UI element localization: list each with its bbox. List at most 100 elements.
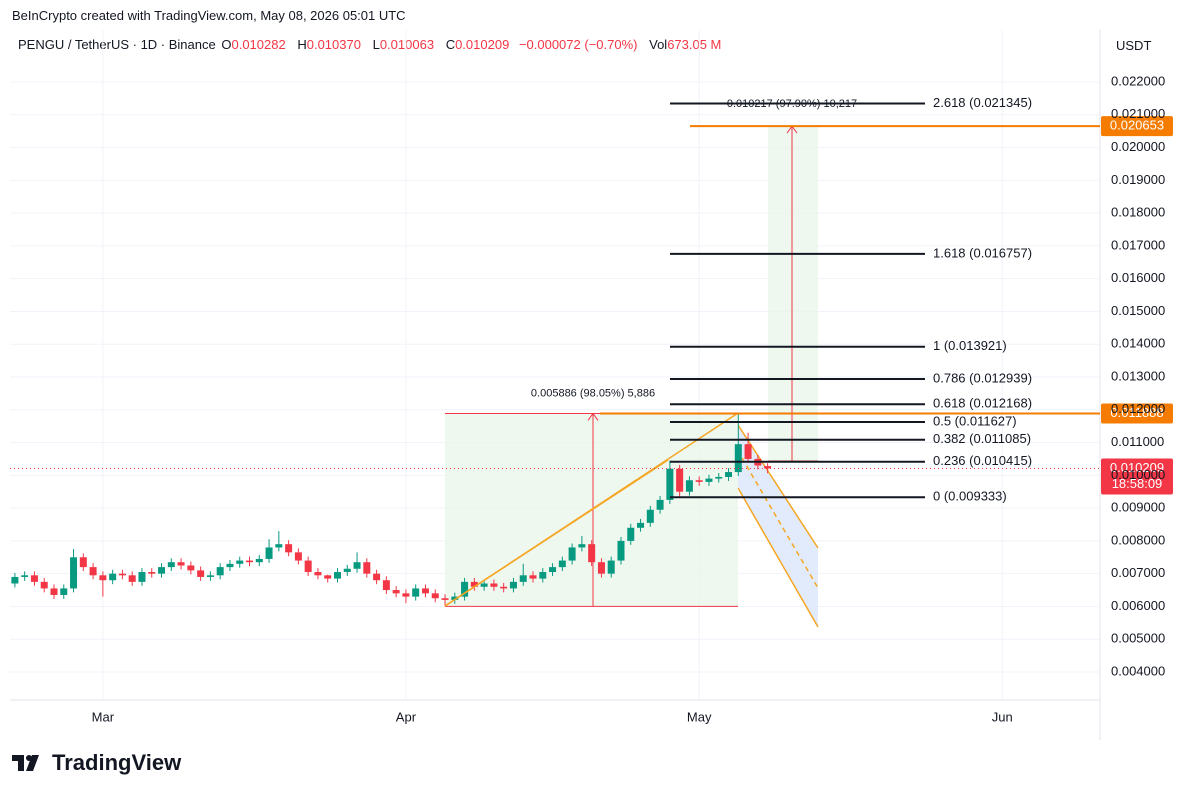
y-tick-label: 0.010000 [1111, 467, 1165, 482]
ohlc-key: H [297, 37, 307, 52]
candle-body [89, 567, 97, 576]
fib-label: 2.618 (0.021345) [933, 95, 1032, 110]
ohlc-key: L [372, 37, 380, 52]
candle-body [11, 576, 19, 584]
candle-body [343, 568, 351, 573]
candle-body [578, 544, 586, 548]
candle-body [646, 509, 654, 523]
candle-body [412, 588, 420, 597]
channel-mid [741, 457, 819, 589]
candle-body [588, 544, 596, 563]
candle-body [50, 588, 58, 595]
volume-key: Vol [649, 37, 668, 52]
y-tick-label: 0.011000 [1111, 434, 1164, 449]
ohlc-value: 0.010063 [379, 37, 435, 52]
ohlc-value: 0.010282 [231, 37, 286, 52]
candle-body [167, 562, 175, 568]
candle-body [118, 573, 126, 576]
candle-body [539, 572, 547, 579]
candle-body [246, 560, 254, 563]
y-tick-label: 0.012000 [1111, 401, 1165, 416]
candle-body [441, 598, 449, 600]
y-tick-label: 0.016000 [1111, 270, 1165, 285]
countdown: 18:58:09 [1112, 476, 1163, 491]
candle-body [480, 583, 488, 587]
candle-body [265, 547, 273, 559]
candle-body [363, 562, 371, 574]
fib-label: 0.5 (0.011627) [933, 413, 1017, 428]
ohlc-value: 0.010370 [306, 37, 361, 52]
wedge-line [444, 459, 669, 607]
candle-body [255, 558, 263, 563]
candle-body [158, 567, 166, 574]
candle-body [744, 444, 752, 459]
candle-body [324, 575, 332, 579]
candle-body [705, 478, 713, 482]
y-tick-label: 0.018000 [1111, 205, 1165, 220]
logo-text: TradingView [52, 750, 182, 775]
fib-label: 1 (0.013921) [933, 338, 1007, 353]
ohlc-key: C [445, 37, 456, 52]
candle-body [734, 444, 742, 473]
candle-body [285, 544, 293, 553]
price-tag-label: 0.020653 [1110, 118, 1164, 133]
candle-body [597, 562, 605, 574]
y-tick-label: 0.019000 [1111, 172, 1165, 187]
volume: 673.05 M [667, 37, 722, 52]
candle-body [138, 572, 146, 582]
candle-body [392, 590, 400, 594]
candle-body [60, 588, 68, 595]
candle-body [725, 472, 733, 477]
candle-body [764, 466, 772, 469]
chart: 0.005886 (98.05%) 5,8860.010217 (97.90%)… [10, 30, 1173, 740]
candle-body [568, 547, 576, 561]
fib-label: 1.618 (0.016757) [933, 245, 1032, 260]
candle-body [109, 573, 117, 581]
candle-body [509, 581, 517, 589]
candle-body [226, 563, 234, 568]
candle-body [353, 562, 361, 569]
fib-label: 0.236 (0.010415) [933, 453, 1032, 468]
symbol: PENGU / TetherUS · 1D · Binance [18, 37, 216, 52]
candle-body [304, 560, 312, 573]
y-tick-label: 0.006000 [1111, 598, 1165, 613]
y-tick-label: 0.007000 [1111, 565, 1165, 580]
measure-label: 0.005886 (98.05%) 5,886 [531, 387, 655, 399]
y-tick-label: 0.021000 [1111, 106, 1165, 121]
candle-body [519, 575, 527, 582]
y-tick-label: 0.004000 [1111, 663, 1165, 678]
y-tick-label: 0.015000 [1111, 303, 1165, 318]
fib-label: 0.618 (0.012168) [933, 396, 1032, 411]
y-tick-label: 0.005000 [1111, 631, 1165, 646]
candle-body [99, 575, 107, 581]
currency[interactable]: USDT [1116, 38, 1152, 53]
fib-label: 0 (0.009333) [933, 489, 1007, 504]
x-tick-label: May [687, 709, 712, 724]
price-tag [1101, 116, 1173, 137]
legend: PENGU / TetherUS · 1D · Binance O0.01028… [18, 37, 727, 52]
candle-body [529, 575, 537, 579]
logo[interactable]: TradingView [12, 750, 181, 776]
candle-body [128, 575, 136, 582]
ohlc-value: 0.010209 [455, 37, 510, 52]
candle-body [500, 586, 508, 589]
x-tick-label: Mar [92, 709, 115, 724]
candle-body [637, 522, 645, 528]
candle-body [294, 552, 302, 561]
y-tick-label: 0.009000 [1111, 500, 1165, 515]
channel-fill [738, 425, 818, 627]
candle-body [685, 480, 693, 492]
candle-body [275, 544, 283, 548]
candle-body [314, 572, 322, 576]
price-tag-label: 0.011888 [1110, 405, 1163, 420]
logo-icon [12, 755, 39, 771]
candle-body [627, 527, 635, 541]
candle-body [490, 583, 498, 587]
candle-body [373, 573, 381, 581]
y-tick-label: 0.022000 [1111, 73, 1165, 88]
price-tag [1101, 403, 1173, 424]
y-tick-label: 0.020000 [1111, 139, 1165, 154]
price-tag-label: 0.010209 [1110, 460, 1164, 475]
x-tick-label: Jun [992, 709, 1013, 724]
